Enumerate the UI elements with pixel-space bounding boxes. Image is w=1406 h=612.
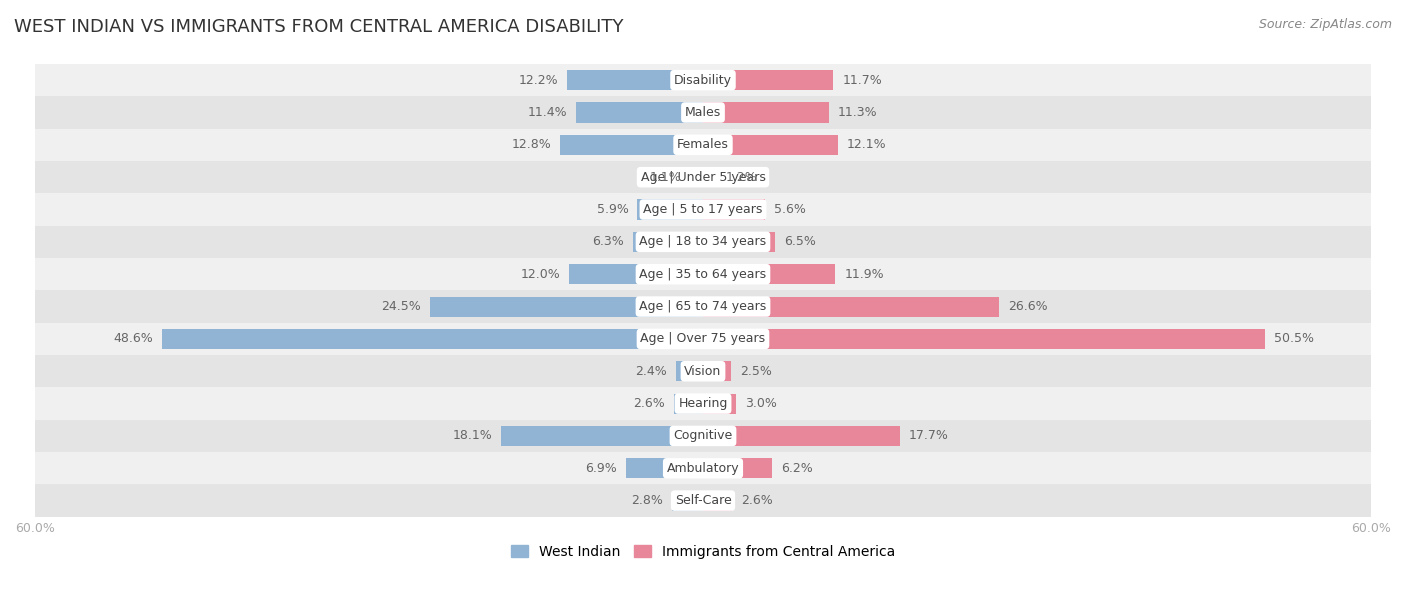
Text: Disability: Disability [673,73,733,87]
Text: Self-Care: Self-Care [675,494,731,507]
Bar [35,485,1371,517]
Bar [576,102,703,122]
Text: 6.9%: 6.9% [585,462,617,475]
Bar [703,200,765,220]
Text: 3.0%: 3.0% [745,397,778,410]
Bar [690,167,703,187]
Text: 2.8%: 2.8% [631,494,662,507]
Text: 17.7%: 17.7% [910,430,949,442]
Bar [502,426,703,446]
Text: WEST INDIAN VS IMMIGRANTS FROM CENTRAL AMERICA DISABILITY: WEST INDIAN VS IMMIGRANTS FROM CENTRAL A… [14,18,623,36]
Text: 50.5%: 50.5% [1274,332,1315,345]
Text: Age | 5 to 17 years: Age | 5 to 17 years [644,203,762,216]
Text: Cognitive: Cognitive [673,430,733,442]
Bar [633,232,703,252]
Text: Females: Females [678,138,728,151]
Text: 11.9%: 11.9% [845,267,884,281]
Bar [35,452,1371,485]
Text: 2.6%: 2.6% [633,397,665,410]
Bar [35,258,1371,290]
Text: Ambulatory: Ambulatory [666,462,740,475]
Bar [35,290,1371,323]
Legend: West Indian, Immigrants from Central America: West Indian, Immigrants from Central Ame… [505,539,901,564]
Bar [35,420,1371,452]
Text: Age | 18 to 34 years: Age | 18 to 34 years [640,236,766,248]
Bar [703,491,733,510]
Text: 2.4%: 2.4% [636,365,668,378]
Bar [35,193,1371,226]
Text: 12.8%: 12.8% [512,138,551,151]
Bar [703,70,834,90]
Bar [676,361,703,381]
Bar [561,135,703,155]
Text: 1.1%: 1.1% [650,171,682,184]
Bar [703,297,1000,316]
Bar [703,264,835,284]
Bar [703,329,1265,349]
Text: 6.3%: 6.3% [592,236,624,248]
Bar [703,102,828,122]
Bar [703,135,838,155]
Text: 24.5%: 24.5% [381,300,422,313]
Text: 11.3%: 11.3% [838,106,877,119]
Bar [703,232,775,252]
Bar [703,361,731,381]
Text: 6.2%: 6.2% [780,462,813,475]
Text: Age | Over 75 years: Age | Over 75 years [641,332,765,345]
Text: 12.1%: 12.1% [846,138,886,151]
Text: 18.1%: 18.1% [453,430,492,442]
Bar [637,200,703,220]
Bar [35,323,1371,355]
Text: Source: ZipAtlas.com: Source: ZipAtlas.com [1258,18,1392,31]
Bar [35,226,1371,258]
Text: Vision: Vision [685,365,721,378]
Text: 26.6%: 26.6% [1008,300,1047,313]
Text: 5.9%: 5.9% [596,203,628,216]
Text: Age | Under 5 years: Age | Under 5 years [641,171,765,184]
Text: Hearing: Hearing [678,397,728,410]
Bar [569,264,703,284]
Text: 12.2%: 12.2% [519,73,558,87]
Text: Males: Males [685,106,721,119]
Bar [430,297,703,316]
Bar [673,394,703,414]
Text: 11.4%: 11.4% [527,106,567,119]
Text: 1.2%: 1.2% [725,171,756,184]
Bar [703,426,900,446]
Bar [672,491,703,510]
Bar [626,458,703,479]
Bar [35,96,1371,129]
Text: 6.5%: 6.5% [785,236,815,248]
Bar [703,394,737,414]
Text: 12.0%: 12.0% [520,267,561,281]
Bar [703,458,772,479]
Text: 48.6%: 48.6% [114,332,153,345]
Bar [162,329,703,349]
Bar [35,129,1371,161]
Bar [35,64,1371,96]
Bar [35,161,1371,193]
Text: Age | 35 to 64 years: Age | 35 to 64 years [640,267,766,281]
Bar [35,355,1371,387]
Bar [35,387,1371,420]
Text: 2.5%: 2.5% [740,365,772,378]
Text: 2.6%: 2.6% [741,494,773,507]
Bar [703,167,717,187]
Text: Age | 65 to 74 years: Age | 65 to 74 years [640,300,766,313]
Bar [567,70,703,90]
Text: 11.7%: 11.7% [842,73,882,87]
Text: 5.6%: 5.6% [775,203,806,216]
